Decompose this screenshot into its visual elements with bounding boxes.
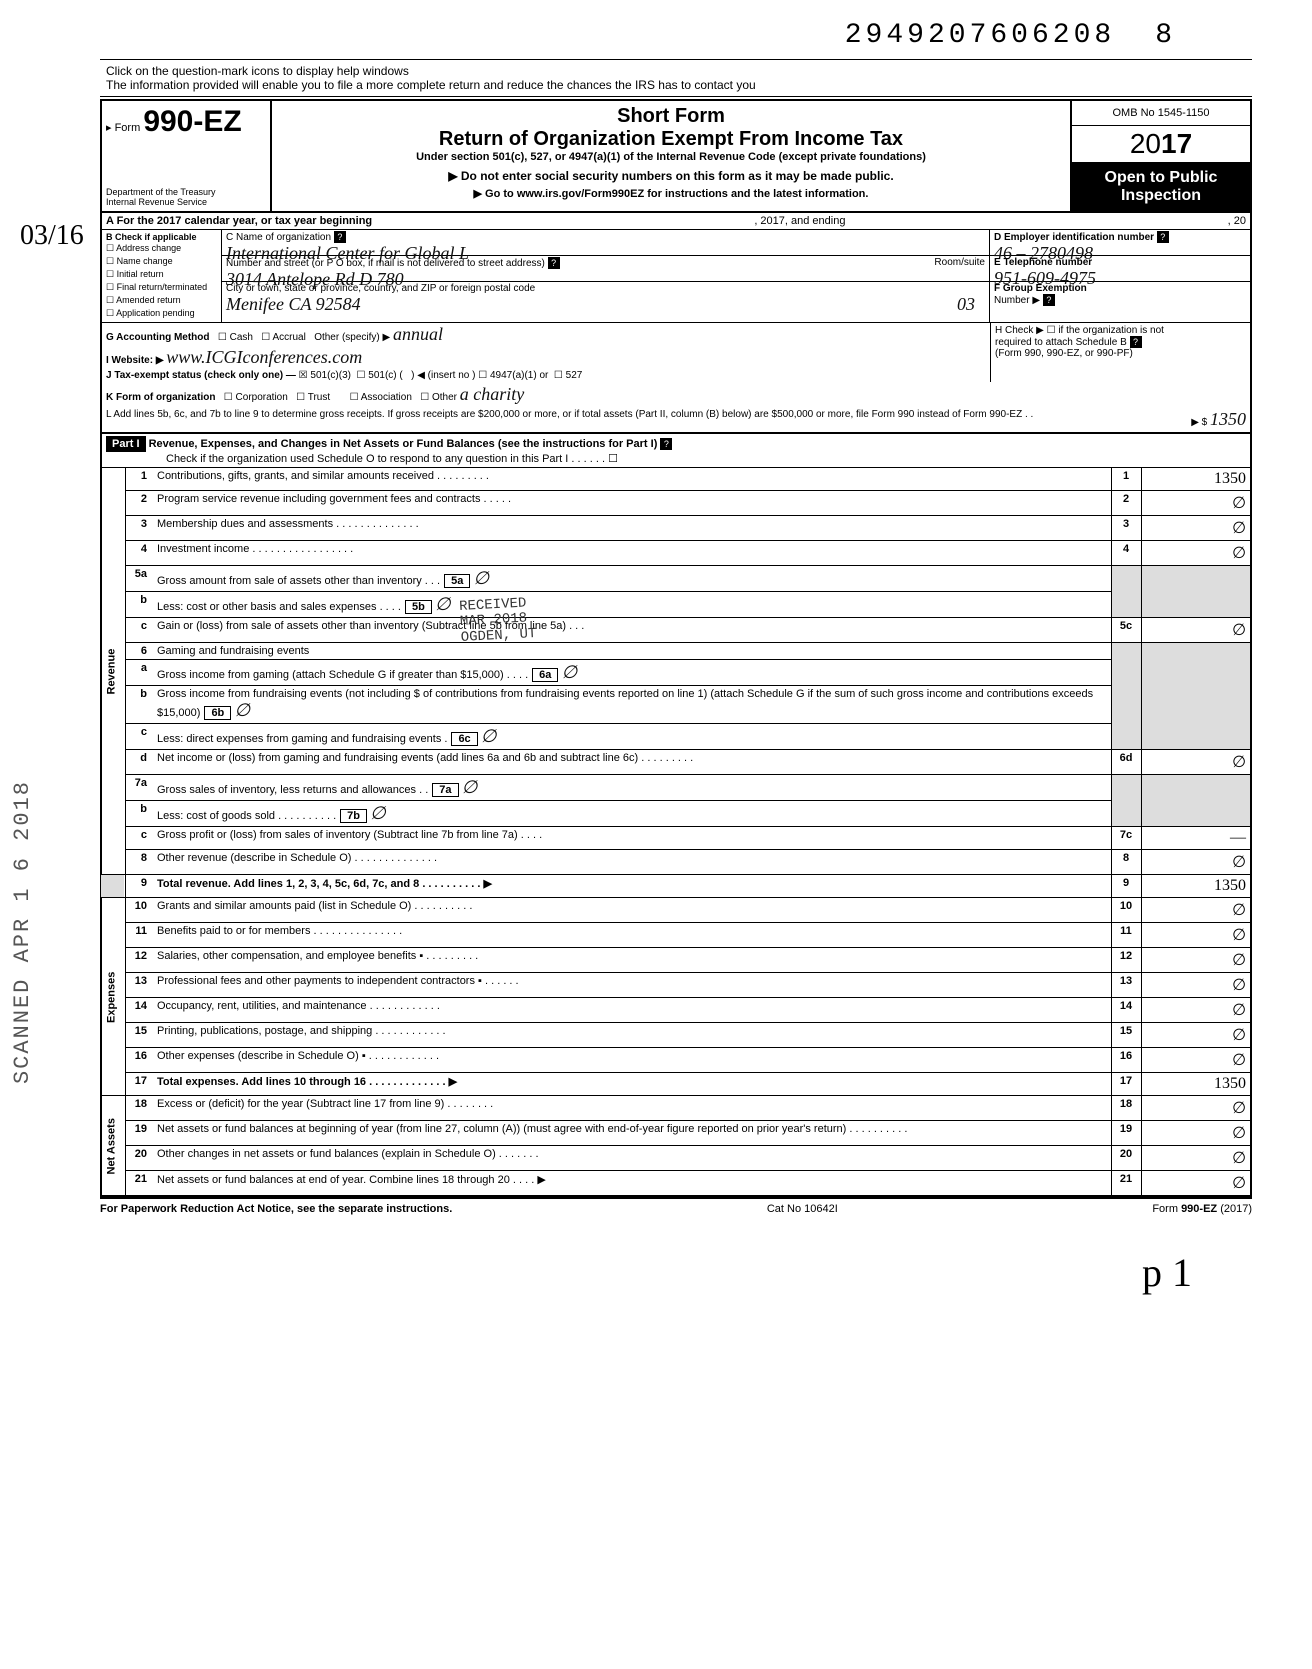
page-handwriting: p 1 [100,1249,1252,1296]
help-icon[interactable]: ? [334,231,346,243]
scanned-stamp: SCANNED APR 1 6 2018 [10,780,35,1084]
page-footer: For Paperwork Reduction Act Notice, see … [100,1197,1252,1219]
help-banner: Click on the question-mark icons to disp… [100,59,1252,97]
help-icon[interactable]: ? [660,438,672,450]
form-header: ▸ Form 990-EZ Department of the Treasury… [100,99,1252,213]
short-form-title: Short Form [280,105,1062,128]
accounting-method-value: annual [393,324,443,344]
org-form-value: a charity [460,384,525,404]
line-1-amt: 1350 [1141,468,1251,491]
section-label-net-assets: Net Assets [101,1096,125,1197]
gross-receipts-value: 1350 [1210,409,1246,429]
section-label-expenses: Expenses [101,898,125,1096]
chk-amended-return[interactable]: Amended return [106,294,217,307]
margin-handwriting: 03/16 [20,220,84,252]
help-icon[interactable]: ? [1157,231,1169,243]
omb-number: OMB No 1545-1150 [1072,101,1250,126]
chk-initial-return[interactable]: Initial return [106,268,217,281]
help-icon[interactable]: ? [1043,294,1055,306]
row-k: K Form of organization ☐ Corporation ☐ T… [100,382,1252,407]
line-9-amt: 1350 [1141,875,1251,898]
tax-year: 2017 [1072,126,1250,163]
form-title: Return of Organization Exempt From Incom… [280,128,1062,151]
website-value: www.ICGIconferences.com [166,347,362,367]
lines-table: Revenue 1Contributions, gifts, grants, a… [100,468,1252,1197]
row-l: L Add lines 5b, 6c, and 7b to line 9 to … [100,407,1252,434]
line-17-amt: 1350 [1141,1073,1251,1096]
chk-address-change[interactable]: Address change [106,242,217,255]
city-value: Menifee CA 92584 [226,294,361,314]
section-h: H Check ▶ ☐ if the organization is not r… [990,323,1250,382]
chk-final-return[interactable]: Final return/terminated [106,281,217,294]
form-number: 990-EZ [143,105,241,138]
help-icon[interactable]: ? [1130,336,1142,348]
chk-name-change[interactable]: Name change [106,255,217,268]
room-value: 03 [957,294,975,315]
dln-number: 29492076062088 [100,20,1252,51]
row-a-tax-year: A For the 2017 calendar year, or tax yea… [100,213,1252,230]
part-i-header: Part I Revenue, Expenses, and Changes in… [100,434,1252,468]
chk-application-pending[interactable]: Application pending [106,307,217,320]
section-label-revenue: Revenue [101,468,125,875]
section-b-checkboxes: B Check if applicable Address change Nam… [102,230,222,322]
help-icon[interactable]: ? [548,257,560,269]
open-to-public: Open to PublicInspection [1072,163,1250,211]
